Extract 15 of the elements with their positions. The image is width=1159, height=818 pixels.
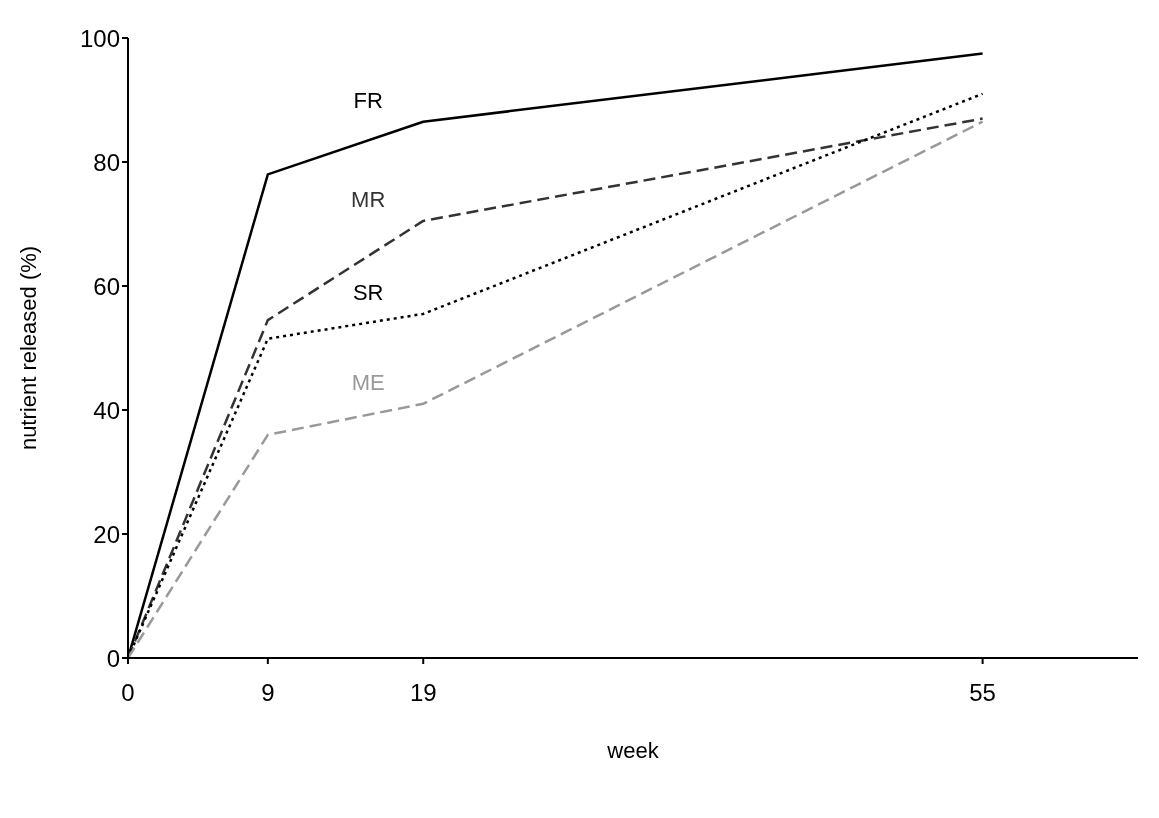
y-tick-label: 40	[93, 396, 120, 424]
series-label: ME	[351, 369, 385, 395]
x-tick-label: 19	[409, 679, 437, 707]
y-tick-label: 80	[93, 148, 120, 176]
series-label: FR	[353, 87, 383, 113]
y-tick-label: 20	[93, 520, 120, 548]
series-label: SR	[352, 279, 384, 305]
y-tick-label: 60	[93, 272, 120, 300]
x-tick-label: 9	[261, 679, 275, 707]
y-tick-label: 100	[79, 24, 120, 52]
x-tick-label: 55	[969, 679, 996, 707]
x-axis-title: week	[606, 738, 660, 763]
y-axis-title: nutrient released (%)	[15, 245, 41, 451]
series-label: MR	[351, 186, 386, 212]
y-tick-label: 0	[106, 644, 120, 672]
